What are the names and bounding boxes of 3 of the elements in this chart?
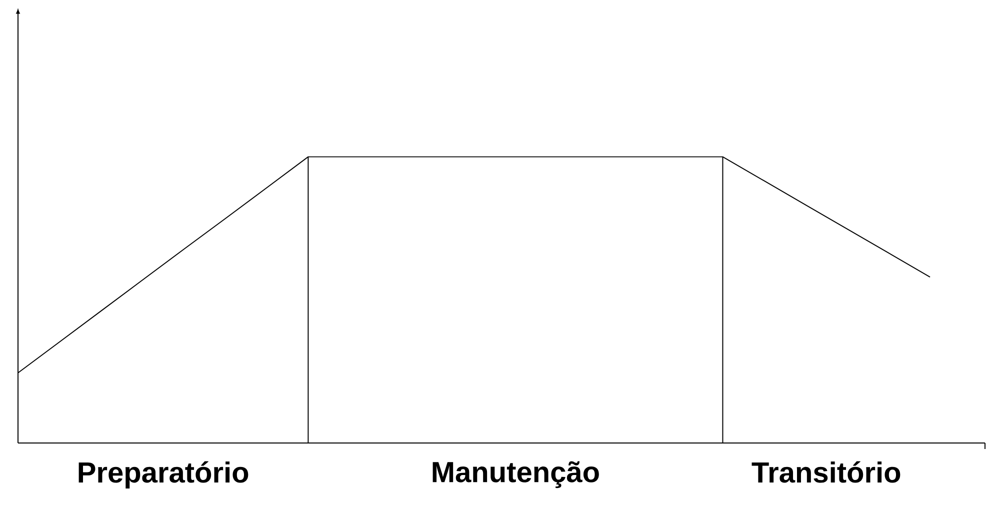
text: Manutenção: [432, 461, 599, 488]
text: Preparatório: [78, 461, 248, 488]
text: Transitório: [752, 461, 900, 483]
